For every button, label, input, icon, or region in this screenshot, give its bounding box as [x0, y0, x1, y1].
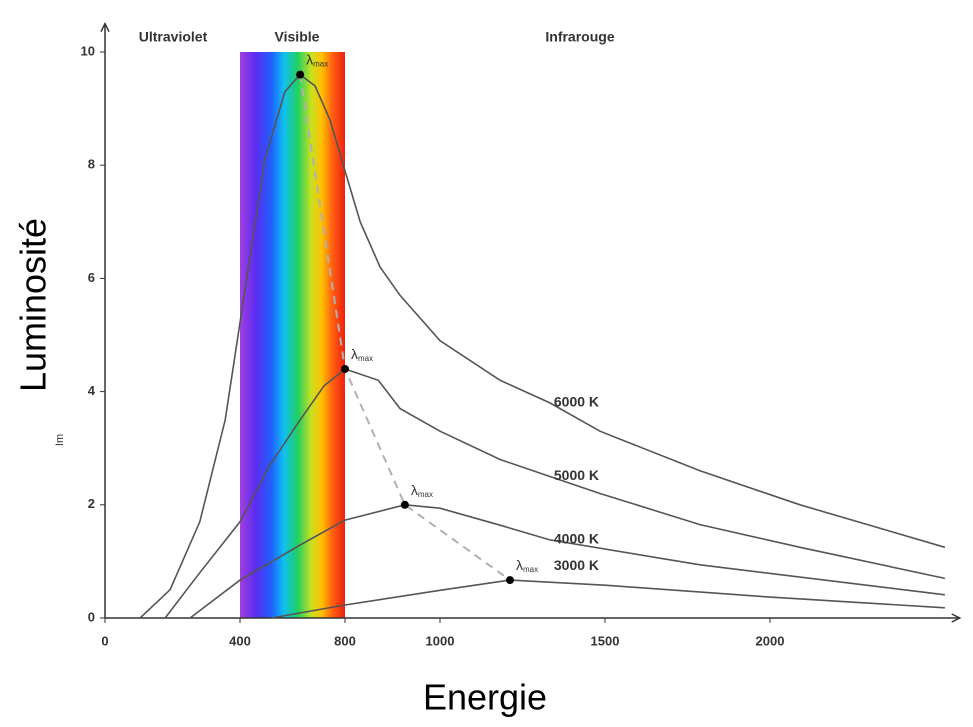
series-line: [139, 73, 946, 619]
visible-band: [240, 52, 345, 618]
y-axis-label: Luminosité: [13, 218, 54, 392]
peak-subscript: max: [313, 60, 328, 69]
series-label: 3000 K: [554, 557, 599, 573]
series-line: [164, 368, 946, 619]
y-tick-label: 10: [81, 43, 95, 58]
y-tick-label: 4: [88, 383, 96, 398]
peak-label: λmax: [351, 346, 373, 363]
x-tick-label: 1500: [591, 633, 620, 648]
peak-point: [341, 364, 349, 373]
y-tick-label: 0: [88, 609, 95, 624]
peak-symbol: λ: [411, 482, 418, 498]
peak-subscript: max: [418, 490, 433, 499]
peak-symbol: λ: [351, 346, 358, 362]
x-tick-label: 2000: [756, 633, 785, 648]
peak-subscript: max: [523, 565, 538, 574]
y-axis-arrow: [100, 22, 110, 33]
x-tick-label: 400: [229, 633, 251, 648]
x-axis-label: Energie: [423, 677, 547, 718]
peak-symbol: λ: [306, 51, 313, 67]
x-tick-label: 0: [101, 633, 108, 648]
peak-point: [296, 70, 305, 79]
wien-line: [299, 74, 511, 581]
peak-symbol: λ: [516, 557, 523, 573]
band-layer: [240, 52, 345, 618]
y-tick-label: 8: [88, 157, 95, 172]
peak-subscript: max: [358, 354, 373, 363]
peak-point: [400, 500, 409, 509]
region-label: Infrarouge: [545, 29, 614, 45]
peak-label: λmax: [516, 557, 538, 574]
series-line: [271, 579, 945, 619]
series-label: 5000 K: [554, 467, 599, 483]
series-label: 4000 K: [554, 531, 599, 547]
series-label: 6000 K: [554, 394, 599, 410]
y-unit: Im: [54, 434, 66, 446]
region-label: Ultraviolet: [139, 29, 208, 45]
x-axis-arrow: [951, 613, 962, 623]
peak-label: λmax: [411, 482, 433, 499]
x-tick-label: 800: [334, 633, 356, 648]
y-tick-label: 2: [88, 496, 95, 511]
y-tick-label: 6: [88, 270, 95, 285]
peak-label: λmax: [306, 51, 328, 68]
series-line: [189, 503, 945, 619]
region-label: Visible: [275, 29, 320, 45]
peak-point: [505, 576, 514, 585]
x-tick-label: 1000: [426, 633, 455, 648]
